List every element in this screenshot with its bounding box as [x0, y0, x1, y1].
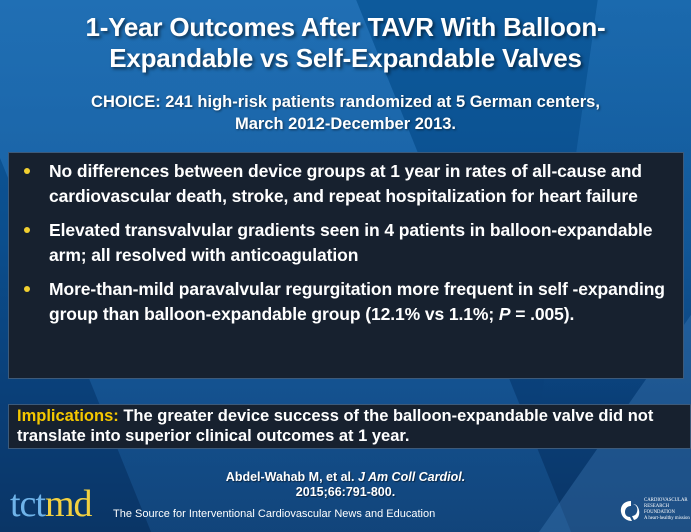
- citation: Abdel-Wahab M, et al. J Am Coll Cardiol.…: [0, 470, 691, 500]
- implications-text: The greater device success of the balloo…: [17, 407, 654, 445]
- crf-line-3: FOUNDATION: [644, 510, 675, 515]
- citation-line-1: Abdel-Wahab M, et al. J Am Coll Cardiol.: [0, 470, 691, 485]
- finding-text: Elevated transvalvular gradients seen in…: [49, 220, 653, 265]
- bullet-dot-icon: [24, 168, 30, 174]
- finding-item: More-than-mild paravalvular regurgitatio…: [9, 277, 673, 327]
- crf-logo: CARDIOVASCULAR RESEARCH FOUNDATION A hea…: [618, 496, 690, 528]
- logo-md: md: [44, 483, 93, 525]
- finding-item: Elevated transvalvular gradients seen in…: [9, 218, 673, 268]
- crf-line-2: RESEARCH: [644, 504, 670, 509]
- subtitle-line-2: March 2012-December 2013.: [234, 115, 457, 133]
- findings-box: No differences between device groups at …: [8, 152, 684, 379]
- findings-list: No differences between device groups at …: [9, 153, 683, 327]
- citation-details: 2015;66:791-800.: [295, 485, 396, 499]
- implications-label: Implications:: [17, 407, 119, 425]
- finding-text: No differences between device groups at …: [49, 161, 642, 206]
- implications-box: Implications: The greater device success…: [8, 404, 691, 449]
- slide-title: 1-Year Outcomes After TAVR With Balloon-…: [0, 12, 691, 74]
- logo-tct: tct: [10, 483, 46, 525]
- bullet-dot-icon: [24, 227, 30, 233]
- title-line-2: Expandable vs Self-Expandable Valves: [109, 43, 582, 73]
- finding-item: No differences between device groups at …: [9, 159, 673, 209]
- tagline: The Source for Interventional Cardiovasc…: [113, 508, 436, 520]
- finding-text-after: = .005).: [510, 304, 575, 324]
- title-line-1: 1-Year Outcomes After TAVR With Balloon-: [85, 12, 606, 42]
- citation-authors: Abdel-Wahab M, et al.: [225, 470, 358, 484]
- subtitle-line-1: CHOICE: 241 high-risk patients randomize…: [91, 93, 600, 111]
- bullet-dot-icon: [24, 286, 30, 292]
- crf-line-1: CARDIOVASCULAR: [644, 498, 688, 503]
- crf-heart-icon: [620, 501, 640, 521]
- citation-journal: J Am Coll Cardiol.: [357, 470, 466, 484]
- tctmd-logo: tctmd: [10, 483, 93, 525]
- slide-subtitle: CHOICE: 241 high-risk patients randomize…: [0, 91, 691, 135]
- finding-text-before: More-than-mild paravalvular regurgitatio…: [49, 279, 665, 324]
- crf-line-4: A heart-healthy mission: [644, 516, 690, 521]
- crf-wordmark: CARDIOVASCULAR RESEARCH FOUNDATION A hea…: [644, 498, 690, 522]
- p-value-label: P: [498, 304, 511, 324]
